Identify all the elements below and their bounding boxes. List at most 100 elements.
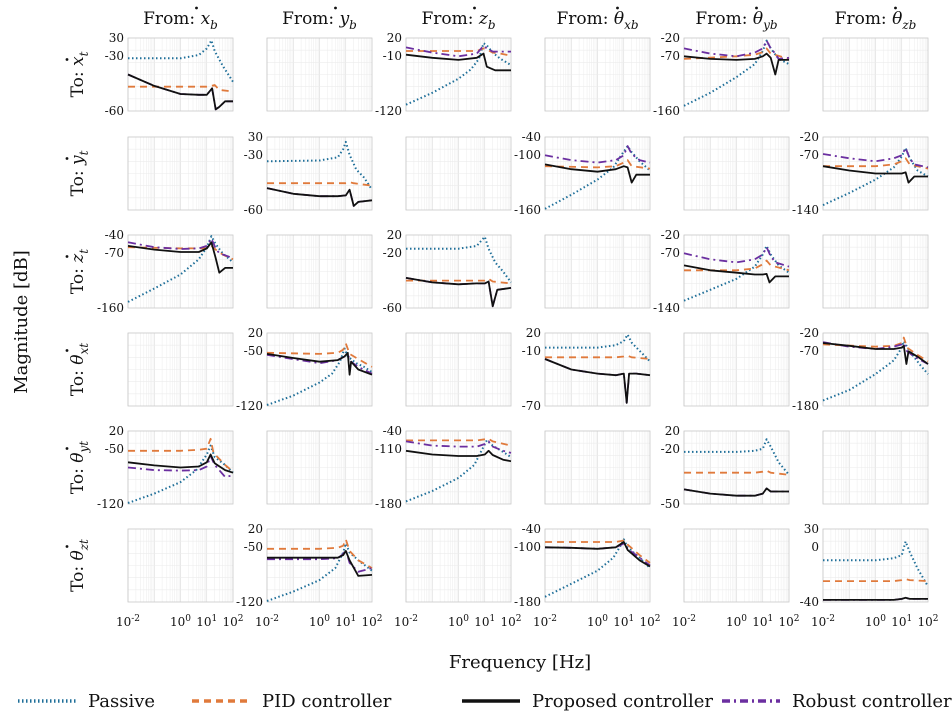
y-tick-label: -20 [661,31,680,45]
panel-frame [822,528,929,603]
series-line-robust [405,440,512,454]
derivative-dot [894,6,897,10]
series-line-robust [127,237,234,259]
row-label: To: xt [65,51,91,97]
series-line-pid [127,245,234,261]
panel-r3-c3: 20 -10 -70 [522,326,651,413]
row-label: To: θzt [65,539,91,592]
series-line-pid [683,47,790,60]
tick-exponent: 1 [629,614,635,624]
y-tick-label: 20 [387,228,402,242]
x-tick-label: 102 [917,614,938,629]
x-tick-label: 101 [196,614,217,629]
label-symbol: y [339,9,350,29]
tick-exponent: -2 [131,614,140,624]
y-tick-label: -100 [514,540,541,554]
y-tick-label: -10 [383,49,402,63]
x-tick-label: 102 [222,614,243,629]
tick-exponent: 2 [794,614,800,624]
tick-exponent: 0 [602,614,608,624]
x-tick-label: 101 [752,614,773,629]
tick-base: 10 [255,615,270,629]
derivative-dot [65,545,69,548]
y-tick-label: 30 [109,31,124,45]
panel-frame [405,528,512,603]
y-tick-label: -120 [236,595,263,609]
tick-base: 10 [394,615,409,629]
tick-base: 10 [613,615,628,629]
label-prefix: From: [421,9,478,29]
x-tick-label: 10-2 [116,614,140,629]
label-symbol: θ [68,452,88,462]
tick-base: 10 [587,615,602,629]
label-subscript: zb [901,18,916,32]
panel-frame [266,430,373,505]
label-subscript: t [77,249,91,254]
series-line-passive [684,438,790,476]
panel-frame [127,234,234,309]
panel-r1-c1: 30 -30 -60 [244,130,373,217]
y-tick-label: 30 [248,130,263,144]
series-line-proposed [544,163,650,184]
column-label: From: xb [143,9,218,32]
y-tick-label: -40 [800,595,819,609]
series-line-proposed [127,453,234,474]
series-line-proposed [405,52,511,72]
tick-base: 10 [917,615,932,629]
y-tick-label: -50 [244,540,263,554]
label-prefix: From: [695,9,752,29]
row-label-text: To: θxt [68,343,91,396]
label-symbol: y [68,155,88,166]
series-line-proposed [683,264,789,284]
panel-frame [266,136,373,211]
y-axis-label: Magnitude [dB] [11,250,32,394]
row-label: To: θyt [65,441,91,494]
tick-base: 10 [500,615,515,629]
x-tick-label: 101 [613,614,634,629]
panel-r3-c4 [683,332,790,407]
legend-label-passive: Passive [88,691,155,712]
panel-r4-c2: -40 -110 -180 [375,424,512,511]
x-tick-label: 10-2 [533,614,557,629]
y-tick-label: -20 [661,228,680,242]
panel-frame [405,430,512,505]
panel-r5-c1: 20 -50 -120 [236,522,373,609]
x-tick-label: 10-2 [255,614,279,629]
series-line-proposed [822,342,929,365]
y-tick-label: -40 [522,522,541,536]
tick-exponent: -2 [826,614,835,624]
tick-exponent: 0 [185,614,191,624]
y-tick-label: -180 [514,595,541,609]
series-line-robust [127,455,234,478]
x-tick-label: 101 [335,614,356,629]
panel-frame [683,430,790,505]
y-tick-label: -120 [97,497,124,511]
series-line-proposed [405,277,512,308]
legend: Passive PID controller Proposed controller… [18,691,952,712]
label-symbol: θ [614,9,624,29]
tick-base: 10 [361,615,376,629]
label-prefix: To: [68,463,88,494]
tick-base: 10 [811,615,826,629]
tick-base: 10 [726,615,741,629]
panel-r2-c2: 20 -20 -60 [383,228,512,315]
panel-r1-c5: -20 -70 -140 [792,130,929,217]
panel-frame [266,528,373,603]
x-tick-label: 10-2 [811,614,835,629]
y-tick-label: -60 [244,203,263,217]
label-subscript: zt [77,539,91,551]
series-line-pid [406,437,512,447]
series-line-pid [684,259,790,272]
panel-frame [405,37,512,112]
label-subscript: t [77,150,91,155]
y-tick-label: 20 [248,326,263,340]
series-line-proposed [267,550,373,577]
tick-exponent: -2 [270,614,279,624]
label-subscript: b [488,18,496,32]
tick-exponent: 1 [907,614,913,624]
y-tick-label: -50 [661,497,680,511]
panel-frame [822,136,929,211]
series-line-passive [266,347,373,406]
derivative-dot [65,349,69,352]
